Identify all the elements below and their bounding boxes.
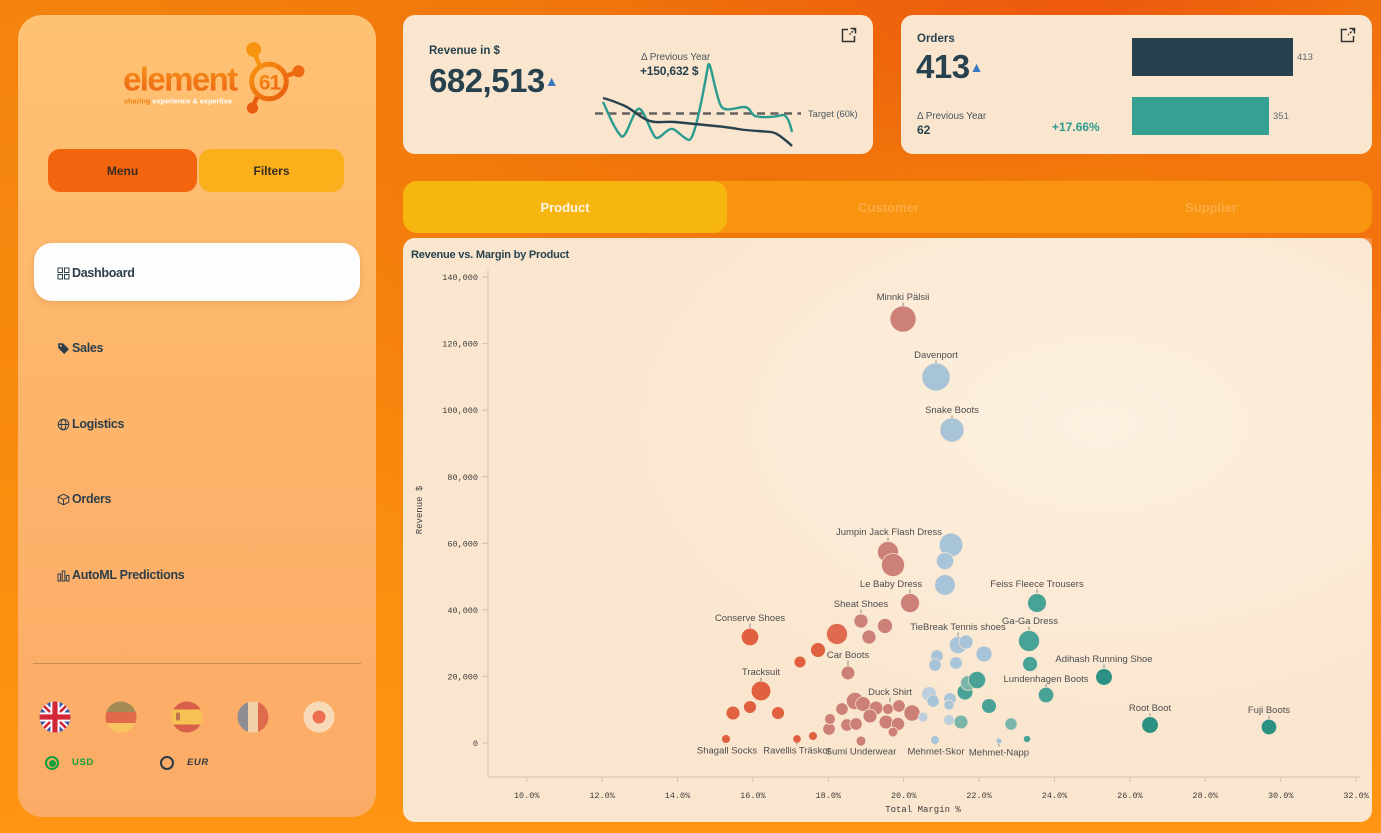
svg-text:Ga-Ga Dress: Ga-Ga Dress: [1002, 616, 1058, 627]
svg-text:sharing experience & expertise: sharing experience & expertise: [124, 97, 232, 106]
svg-text:Feiss Fleece Trousers: Feiss Fleece Trousers: [990, 579, 1084, 590]
svg-text:Fuji Boots: Fuji Boots: [1248, 705, 1290, 716]
svg-text:32.0%: 32.0%: [1343, 791, 1369, 801]
svg-text:Total Margin %: Total Margin %: [885, 805, 961, 815]
svg-text:Davenport: Davenport: [914, 350, 958, 361]
svg-text:20,000: 20,000: [447, 672, 478, 682]
svg-text:Target (60k): Target (60k): [808, 109, 858, 119]
svg-text:Tracksuit: Tracksuit: [742, 667, 781, 678]
svg-text:Mehmet-Skor: Mehmet-Skor: [907, 747, 964, 758]
svg-text:Sumi Underwear: Sumi Underwear: [826, 747, 897, 758]
svg-text:24.0%: 24.0%: [1042, 791, 1068, 801]
svg-text:40,000: 40,000: [447, 606, 478, 616]
svg-text:14.0%: 14.0%: [665, 791, 691, 801]
svg-text:30.0%: 30.0%: [1268, 791, 1294, 801]
svg-text:Snake Boots: Snake Boots: [925, 405, 979, 416]
svg-text:element: element: [123, 61, 238, 98]
svg-text:Mehmet-Napp: Mehmet-Napp: [969, 748, 1029, 759]
svg-text:120,000: 120,000: [442, 340, 478, 350]
svg-text:Sheat Shoes: Sheat Shoes: [834, 599, 889, 610]
svg-text:20.0%: 20.0%: [891, 791, 917, 801]
svg-text:Minnki Pälsii: Minnki Pälsii: [877, 292, 930, 303]
svg-text:60,000: 60,000: [447, 539, 478, 549]
svg-text:Revenue $: Revenue $: [415, 485, 425, 534]
svg-text:Lundenhagen Boots: Lundenhagen Boots: [1003, 674, 1088, 685]
svg-text:Ravellis Träskor: Ravellis Träskor: [763, 746, 831, 757]
svg-text:18.0%: 18.0%: [816, 791, 842, 801]
svg-text:TieBreak Tennis shoes: TieBreak Tennis shoes: [910, 622, 1006, 633]
svg-text:Root Boot: Root Boot: [1129, 703, 1172, 714]
svg-text:61: 61: [259, 72, 282, 95]
svg-text:28.0%: 28.0%: [1193, 791, 1219, 801]
svg-text:0: 0: [473, 739, 478, 749]
svg-text:Conserve Shoes: Conserve Shoes: [715, 613, 785, 624]
svg-text:Duck Shirt: Duck Shirt: [868, 687, 912, 698]
svg-text:26.0%: 26.0%: [1117, 791, 1143, 801]
svg-text:Shagall Socks: Shagall Socks: [697, 746, 757, 757]
svg-text:Jumpin Jack Flash Dress: Jumpin Jack Flash Dress: [836, 527, 942, 538]
svg-text:Le Baby Dress: Le Baby Dress: [860, 579, 923, 590]
svg-text:Revenue vs. Margin by Product: Revenue vs. Margin by Product: [411, 249, 570, 261]
svg-text:Adihash Running Shoe: Adihash Running Shoe: [1055, 654, 1152, 665]
svg-text:22.0%: 22.0%: [966, 791, 992, 801]
svg-text:12.0%: 12.0%: [589, 791, 615, 801]
svg-text:80,000: 80,000: [447, 473, 478, 483]
svg-text:Car Boots: Car Boots: [827, 650, 869, 661]
svg-text:100,000: 100,000: [442, 406, 478, 416]
svg-text:Δ Previous Year: Δ Previous Year: [641, 52, 711, 63]
svg-text:16.0%: 16.0%: [740, 791, 766, 801]
svg-text:140,000: 140,000: [442, 273, 478, 283]
svg-text:+150,632 $: +150,632 $: [640, 64, 699, 78]
svg-text:10.0%: 10.0%: [514, 791, 540, 801]
